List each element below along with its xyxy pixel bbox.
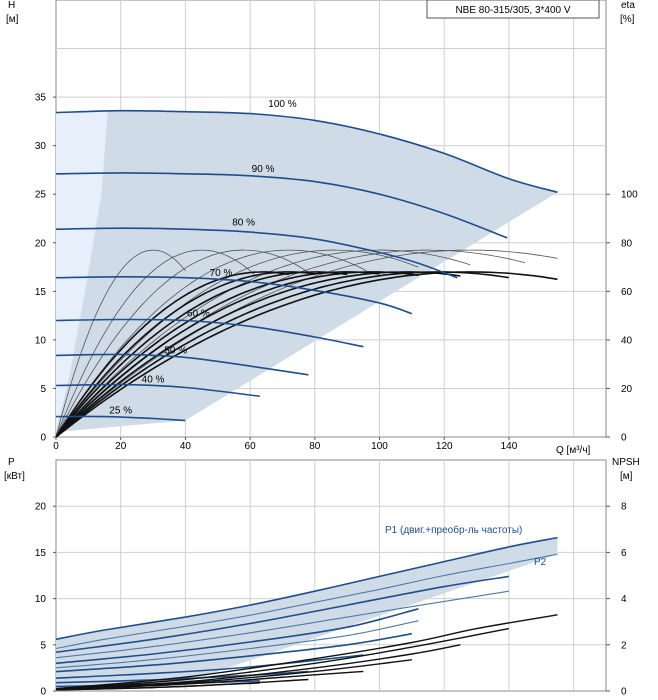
y2-tick-label: 0 [621, 433, 627, 444]
speed-curve-label: 90 % [252, 164, 275, 175]
p2-curve [55, 553, 558, 650]
power-npsh-plot: 0 5 10 15 20 0 2 4 6 8 [35, 459, 627, 698]
p1-curve [55, 608, 419, 665]
speed-curve [55, 109, 558, 194]
x-axis-title: Q [м³/ч] [556, 445, 591, 456]
eta-curve-thick [55, 271, 558, 438]
npsh-curve [55, 627, 510, 690]
x-tick-label: 120 [436, 441, 453, 452]
y2-tick-label: 20 [621, 384, 633, 395]
npsh-tick-label: 8 [621, 502, 627, 513]
y-tick-label: 30 [35, 141, 47, 152]
npsh-curve [55, 614, 558, 690]
eta-curve-thick [55, 271, 509, 438]
p-tick-label: 10 [35, 594, 47, 605]
p1-curve [55, 654, 364, 679]
npsh-tick-label: 0 [621, 687, 627, 698]
p2-curve [55, 590, 509, 659]
bottom-axis-ticks: 0 5 10 15 20 0 2 4 6 8 [35, 502, 627, 698]
speed-curve [55, 227, 458, 279]
efficiency-curves [55, 249, 558, 438]
y2-axis-title: eta [621, 0, 635, 11]
speed-curve-label: 100 % [268, 99, 296, 110]
x-tick-label: 20 [115, 441, 127, 452]
npsh-tick-label: 4 [621, 594, 627, 605]
y-tick-label: 10 [35, 335, 47, 346]
npsh-axis-unit: [м] [620, 471, 633, 482]
x-tick-label: 100 [371, 441, 388, 452]
low-flow-area [56, 110, 108, 433]
speed-curve-label: 80 % [232, 217, 255, 228]
eta-curve-thick [55, 271, 348, 438]
speed-curve [55, 353, 309, 376]
speed-curve [55, 383, 260, 397]
speed-curve [55, 275, 413, 315]
y2-axis-unit: [%] [620, 14, 635, 25]
top-axis-ticks: 0 20 40 60 80 100 120 140 0 5 10 15 20 25 30 35 0 20 40 60 8… [35, 93, 638, 452]
p-axis-unit: [кВт] [4, 471, 25, 482]
npsh-axis-title: NPSH [612, 457, 640, 468]
npsh-curve [55, 659, 412, 690]
eta-curve-thin [55, 249, 367, 438]
x-tick-label: 0 [53, 441, 59, 452]
x-tick-label: 40 [180, 441, 192, 452]
eta-curve-thick [55, 271, 380, 438]
p-tick-label: 20 [35, 502, 47, 513]
y-tick-label: 15 [35, 287, 47, 298]
power-curves [55, 536, 558, 691]
eta-curve-thick [55, 271, 461, 438]
speed-curve [55, 318, 364, 348]
y-tick-label: 0 [40, 433, 46, 444]
eta-curve-thick [55, 271, 419, 438]
model-title-box: NBE 80-315/305, 3*400 V [426, 0, 600, 19]
y2-tick-label: 40 [621, 335, 633, 346]
speed-curve-label: 60 % [187, 309, 210, 320]
p1-curve [55, 536, 558, 641]
x-tick-label: 60 [245, 441, 257, 452]
y-tick-label: 25 [35, 190, 47, 201]
y-tick-label: 20 [35, 238, 47, 249]
y-axis-unit: [м] [6, 14, 19, 25]
p1-curve [55, 632, 413, 673]
x-tick-label: 140 [501, 441, 518, 452]
eta-curve-thick [55, 271, 290, 438]
p-tick-label: 0 [40, 687, 46, 698]
head-efficiency-plot: 100 % 90 % 80 % 70 % 60 % 50 % 40 % 25 % 0 20 40 6… [35, 0, 638, 452]
x-tick-label: 80 [309, 441, 321, 452]
speed-curves: 100 % 90 % 80 % 70 % 60 % 50 % 40 % 25 % [55, 99, 558, 422]
p1-curve [55, 575, 510, 653]
eta-curve-thin [55, 249, 419, 438]
p-axis-title: P [8, 457, 15, 468]
speed-curve [55, 415, 186, 422]
y2-tick-label: 80 [621, 238, 633, 249]
speed-curve-label: 40 % [142, 375, 165, 386]
y-tick-label: 5 [40, 384, 46, 395]
speed-curve-label: 50 % [164, 345, 187, 356]
eta-curve-thin [55, 249, 186, 438]
npsh-curve [55, 682, 260, 691]
y2-tick-label: 60 [621, 287, 633, 298]
y-axis-title: H [8, 0, 15, 11]
speed-curve-label: 70 % [210, 268, 233, 279]
p2-curve [55, 620, 419, 669]
speed-curve [55, 172, 508, 239]
npsh-tick-label: 2 [621, 640, 627, 651]
eta-curve-thin [55, 249, 257, 438]
y-tick-label: 35 [35, 93, 47, 104]
eta-curve-thick [55, 271, 315, 438]
p-tick-label: 15 [35, 548, 47, 559]
y2-tick-label: 100 [621, 190, 638, 201]
model-title: NBE 80-315/305, 3*400 V [455, 5, 570, 16]
eta-curve-thin [55, 249, 309, 438]
p1-curve-label: P1 (двиг.+преобр-ль частоты) [385, 524, 522, 536]
p-tick-label: 5 [40, 640, 46, 651]
npsh-curve [55, 670, 364, 691]
speed-curve-label: 25 % [109, 406, 132, 417]
p2-curve-label: P2 [534, 557, 547, 568]
npsh-tick-label: 6 [621, 548, 627, 559]
